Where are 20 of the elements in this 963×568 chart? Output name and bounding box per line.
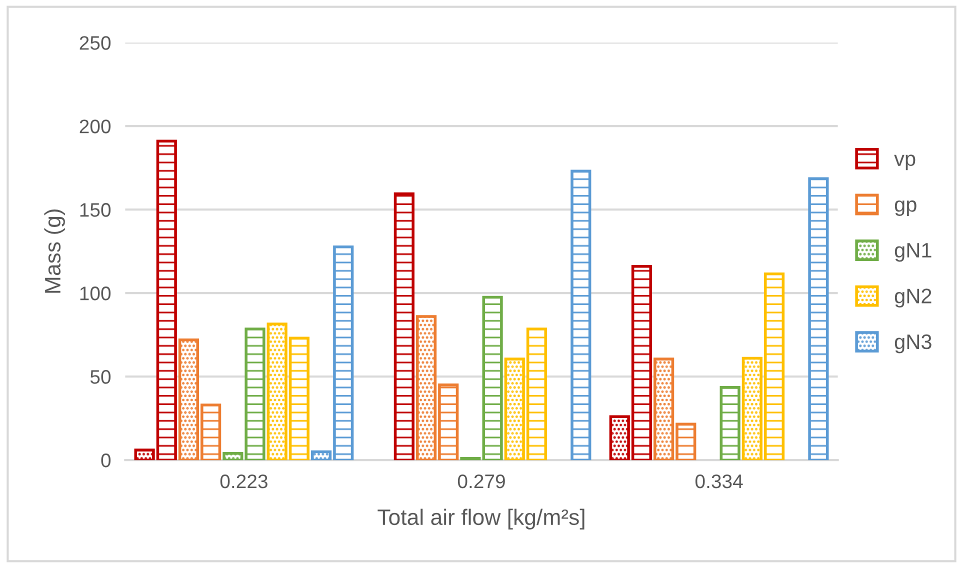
legend-label: vp	[894, 154, 916, 170]
x-axis-title: Total air flow [kg/m²s]	[378, 508, 584, 530]
legend-label: gN3	[894, 334, 932, 354]
y-tick-label: 100	[80, 286, 111, 300]
x-tick-label: 0.223	[220, 474, 268, 488]
y-tick-label: 250	[80, 36, 111, 50]
bar	[570, 170, 592, 460]
bar	[720, 386, 740, 460]
y-tick-label: 0	[101, 454, 111, 468]
legend-label: gp	[894, 200, 916, 216]
y-tick-label: 150	[80, 203, 111, 217]
y-tick-label: 200	[80, 120, 111, 134]
legend-label: gN2	[894, 288, 932, 308]
bar	[394, 192, 414, 460]
y-axis-title: Mass (g)	[44, 210, 65, 293]
bar	[808, 177, 829, 460]
x-tick-label: 0.334	[695, 474, 743, 488]
x-tick-label: 0.279	[458, 474, 505, 488]
y-tick-label: 50	[90, 370, 111, 384]
legend-label: gN1	[894, 243, 932, 262]
